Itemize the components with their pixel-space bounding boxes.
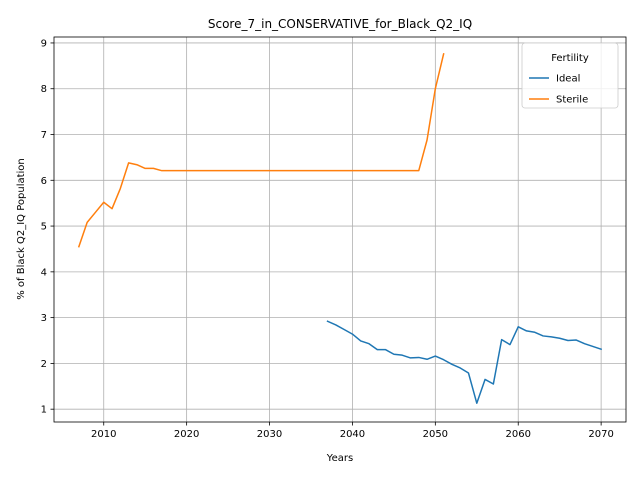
legend-label-sterile: Sterile [556, 95, 588, 106]
grid [54, 37, 626, 422]
legend-box [521, 42, 619, 109]
chart-title: Score_7_in_CONSERVATIVE_for_Black_Q2_IQ [208, 17, 472, 31]
x-tick-label: 2030 [257, 429, 282, 440]
x-tick-label: 2060 [506, 429, 531, 440]
y-tick-label: 3 [41, 313, 47, 324]
y-tick-label: 4 [41, 267, 47, 278]
x-axis-title: Years [326, 453, 353, 464]
x-tick-label: 2050 [423, 429, 448, 440]
series-line-ideal [326, 320, 603, 404]
legend-title: Fertility [551, 53, 589, 64]
y-tick-label: 5 [41, 222, 47, 233]
y-tick-label: 1 [41, 405, 47, 416]
x-tick-label: 2020 [174, 429, 199, 440]
legend-label-ideal: Ideal [556, 74, 580, 85]
legend: Fertility Ideal Sterile [521, 42, 619, 109]
x-tick-label: 2040 [340, 429, 365, 440]
series-line-sterile [77, 53, 445, 248]
y-tick-label: 9 [41, 38, 47, 49]
legend-entries: Ideal Sterile [529, 74, 588, 106]
plot-area-frame [53, 36, 627, 423]
y-tick-label: 8 [41, 84, 47, 95]
y-tick-label: 2 [41, 359, 47, 370]
x-axis-ticks: 2010 2020 2030 2040 2050 2060 2070 [91, 422, 614, 440]
y-tick-label: 7 [41, 130, 47, 141]
y-axis-ticks: 1 2 3 4 5 6 7 8 9 [41, 38, 54, 416]
series-lines [77, 53, 603, 404]
x-tick-label: 2070 [588, 429, 613, 440]
y-axis-title: % of Black Q2_IQ Population [16, 158, 27, 300]
y-tick-label: 6 [41, 176, 47, 187]
x-tick-label: 2010 [91, 429, 116, 440]
